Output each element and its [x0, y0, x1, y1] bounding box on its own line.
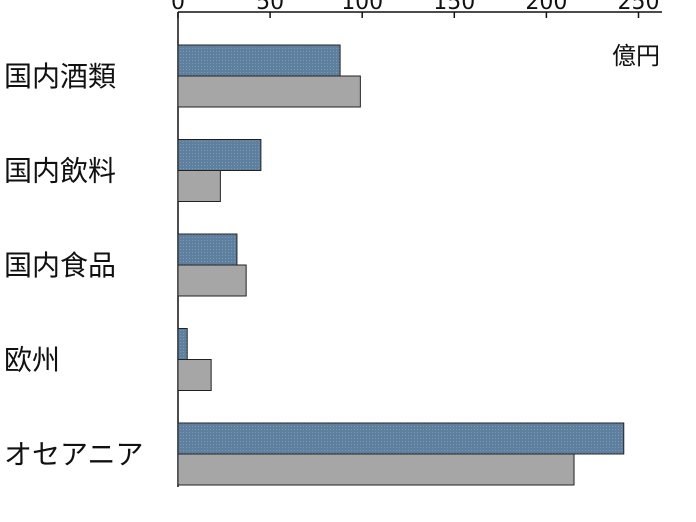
category-label: オセアニア: [4, 438, 143, 471]
bar-series-2-0: [177, 75, 361, 108]
unit-label: 億円: [612, 42, 660, 70]
bar-series-2-2: [177, 264, 247, 297]
category-label: 国内食品: [4, 249, 116, 282]
bar-series-1-0: [177, 44, 341, 77]
category-label: 国内酒類: [4, 60, 116, 93]
x-tick-label: 200: [525, 0, 567, 15]
bars: [177, 44, 625, 486]
axes: 0 50 100 150 200 250: [171, 0, 662, 487]
bar-series-2-4: [177, 453, 575, 486]
x-tick-label: 150: [433, 0, 475, 15]
bar-series-2-3: [177, 359, 212, 391]
x-tick-label: 100: [341, 0, 383, 15]
bar-series-1-1: [177, 139, 262, 171]
x-tick-label: 250: [618, 0, 660, 15]
bar-series-1-4: [177, 422, 625, 455]
category-label: 欧州: [4, 344, 60, 377]
x-tick-label: 0: [171, 0, 185, 15]
x-tick-label: 50: [256, 0, 284, 15]
bar-series-2-1: [177, 170, 221, 202]
category-label: 国内飲料: [4, 155, 116, 188]
bar-series-1-2: [177, 233, 238, 266]
bar-series-1-3: [177, 328, 188, 360]
